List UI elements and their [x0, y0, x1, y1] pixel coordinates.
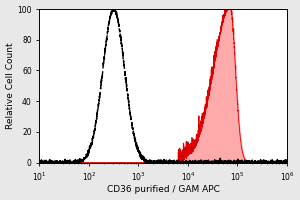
- X-axis label: CD36 purified / GAM APC: CD36 purified / GAM APC: [107, 185, 220, 194]
- Y-axis label: Relative Cell Count: Relative Cell Count: [6, 43, 15, 129]
